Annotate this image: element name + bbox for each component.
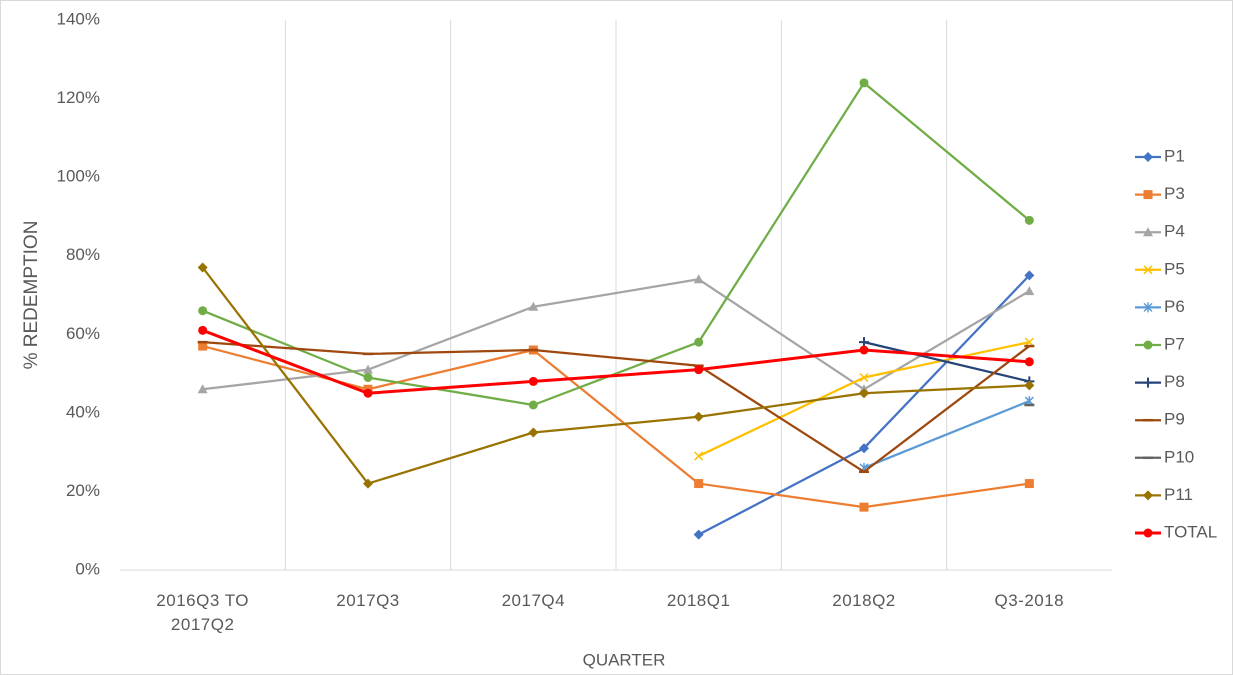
series-line: [863, 341, 1030, 383]
y-tick-label: 40%: [66, 402, 100, 421]
y-tick-label: 140%: [57, 9, 100, 28]
legend-marker: [1143, 190, 1153, 200]
x-axis-title: QUARTER: [583, 650, 666, 669]
series-line: [202, 278, 1030, 391]
marker: [693, 529, 704, 540]
legend-marker: [1143, 227, 1153, 237]
series-line: [202, 81, 1031, 407]
marker: [528, 376, 538, 386]
marker: [1024, 357, 1034, 367]
marker: [528, 400, 538, 410]
y-tick-label: 60%: [66, 324, 100, 343]
series-line: [201, 266, 1030, 485]
x-tick-label: Q3-2018: [994, 591, 1065, 610]
legend-marker: [1143, 377, 1153, 388]
legend-label: P10: [1164, 447, 1194, 466]
marker: [859, 372, 869, 383]
marker: [859, 345, 869, 355]
series-line: [202, 328, 1030, 395]
marker: [859, 502, 869, 512]
legend-label: P7: [1164, 334, 1185, 353]
marker: [859, 78, 869, 88]
marker: [694, 479, 704, 489]
marker: [693, 274, 704, 284]
legend-label: P4: [1164, 222, 1185, 241]
marker: [694, 337, 704, 347]
y-tick-label: 20%: [66, 481, 100, 500]
marker: [1024, 286, 1035, 296]
marker: [363, 373, 373, 382]
marker: [363, 388, 373, 398]
marker: [197, 384, 208, 394]
legend-marker: [1143, 302, 1153, 313]
y-tick-label: 80%: [66, 245, 100, 264]
legend-marker: [1143, 152, 1153, 162]
marker: [528, 427, 539, 438]
legend-label: P8: [1164, 372, 1185, 391]
marker: [694, 451, 704, 461]
marker: [859, 337, 869, 348]
marker: [363, 478, 373, 489]
legend-label: TOTAL: [1164, 522, 1217, 541]
series-line: [202, 341, 1031, 473]
marker: [198, 341, 208, 351]
y-axis-title: % REDEMPTION: [21, 221, 42, 370]
legend-marker: [1143, 528, 1153, 538]
y-tick-label: 120%: [57, 88, 100, 107]
x-tick-label: 2017Q3: [336, 591, 400, 610]
x-tick-label: 2017Q4: [501, 591, 566, 610]
marker: [1024, 337, 1034, 347]
marker: [693, 411, 704, 422]
legend-label: P6: [1164, 297, 1185, 316]
legend-label: P9: [1164, 410, 1185, 429]
marker: [1024, 380, 1035, 391]
marker: [1024, 270, 1035, 281]
marker: [1024, 215, 1034, 225]
legend-marker: [1143, 340, 1153, 350]
marker: [197, 262, 208, 273]
marker: [859, 388, 869, 399]
marker: [528, 301, 539, 311]
marker: [198, 325, 208, 335]
legend-label: P1: [1164, 146, 1185, 165]
y-tick-label: 100%: [57, 167, 100, 186]
x-tick-label: 2016Q3 TO 2017Q2: [156, 591, 250, 634]
marker: [363, 364, 373, 374]
marker: [1024, 479, 1034, 489]
legend-marker: [1143, 265, 1153, 275]
series-line: [863, 400, 1030, 469]
legend-label: P5: [1164, 259, 1185, 278]
marker: [694, 365, 704, 375]
legend-label: P3: [1164, 184, 1185, 203]
marker: [198, 306, 208, 316]
marker: [859, 443, 869, 454]
legend-label: P11: [1164, 485, 1193, 504]
y-tick-label: 0%: [75, 559, 100, 578]
x-tick-label: 2018Q1: [666, 591, 731, 610]
x-tick-label: 2018Q2: [832, 591, 896, 610]
legend-marker: [1143, 490, 1153, 501]
